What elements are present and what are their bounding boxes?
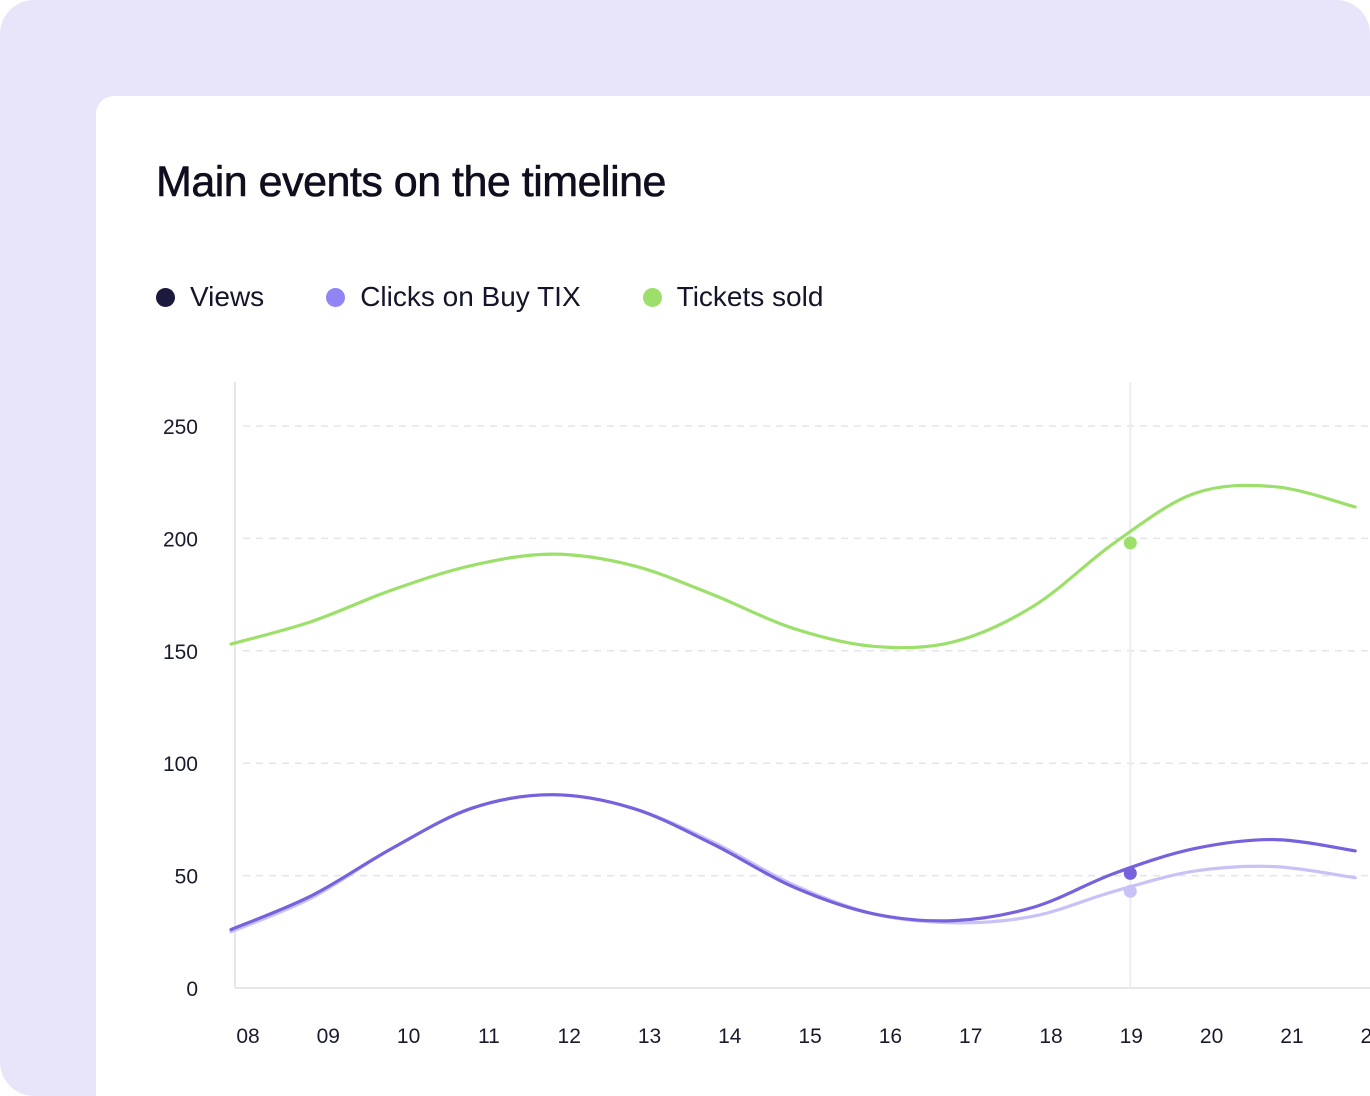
legend-item-views[interactable]: Views xyxy=(156,281,264,313)
y-tick-label: 200 xyxy=(163,528,198,551)
x-tick-label: 08 xyxy=(236,1025,259,1048)
x-tick-label: 16 xyxy=(879,1025,902,1048)
x-axis-ticks: 08 09 10 11 12 13 14 15 16 17 18 19 20 21 22 xyxy=(236,1025,1370,1048)
data-point-marker[interactable] xyxy=(1123,866,1137,880)
x-tick-label: 20 xyxy=(1200,1025,1223,1048)
chart-card: Main events on the timeline Views Clicks… xyxy=(96,96,1370,1096)
x-tick-label: 21 xyxy=(1280,1025,1303,1048)
x-tick-label: 09 xyxy=(317,1025,340,1048)
legend-dot-clicks xyxy=(326,287,346,307)
y-tick-label: 150 xyxy=(163,641,198,664)
y-tick-label: 250 xyxy=(163,416,198,439)
x-tick-label: 22 xyxy=(1361,1025,1370,1048)
x-tick-label: 15 xyxy=(798,1025,821,1048)
x-tick-label: 11 xyxy=(478,1025,500,1048)
y-tick-label: 100 xyxy=(163,753,198,776)
x-tick-label: 13 xyxy=(638,1025,661,1048)
line-chart: 250 200 150 100 50 0 08 09 10 11 12 13 14 15 16 17 18 19… xyxy=(163,382,1370,1048)
x-tick-label: 18 xyxy=(1039,1025,1062,1048)
series-line-views xyxy=(229,793,1357,934)
legend-label-clicks: Clicks on Buy TIX xyxy=(360,281,581,312)
y-tick-label: 0 xyxy=(186,978,198,1001)
x-tick-label: 12 xyxy=(558,1025,581,1048)
chart-legend: Views Clicks on Buy TIX Tickets sold xyxy=(156,277,885,317)
legend-label-tickets: Tickets sold xyxy=(676,281,824,312)
series-line-clicks-on-buy-tix xyxy=(229,793,1357,932)
legend-item-clicks[interactable]: Clicks on Buy TIX xyxy=(326,281,581,313)
x-tick-label: 14 xyxy=(718,1025,742,1048)
series-line-tickets-sold xyxy=(229,483,1357,650)
legend-dot-views xyxy=(156,287,175,307)
legend-dot-tickets xyxy=(642,287,662,307)
chart-series xyxy=(229,483,1357,934)
legend-item-tickets[interactable]: Tickets sold xyxy=(642,281,824,313)
data-point-marker[interactable] xyxy=(1123,536,1137,550)
x-tick-label: 19 xyxy=(1120,1025,1143,1048)
legend-label-views: Views xyxy=(190,281,265,312)
grid-lines xyxy=(243,425,1370,877)
chart-markers xyxy=(1123,536,1137,898)
data-point-marker[interactable] xyxy=(1123,884,1137,898)
x-tick-label: 10 xyxy=(397,1025,420,1048)
y-axis-ticks: 250 200 150 100 50 0 xyxy=(163,416,198,1001)
x-tick-label: 17 xyxy=(959,1025,982,1048)
chart-title: Main events on the timeline xyxy=(156,158,667,207)
chart-axes xyxy=(234,382,1370,989)
y-tick-label: 50 xyxy=(175,866,198,889)
